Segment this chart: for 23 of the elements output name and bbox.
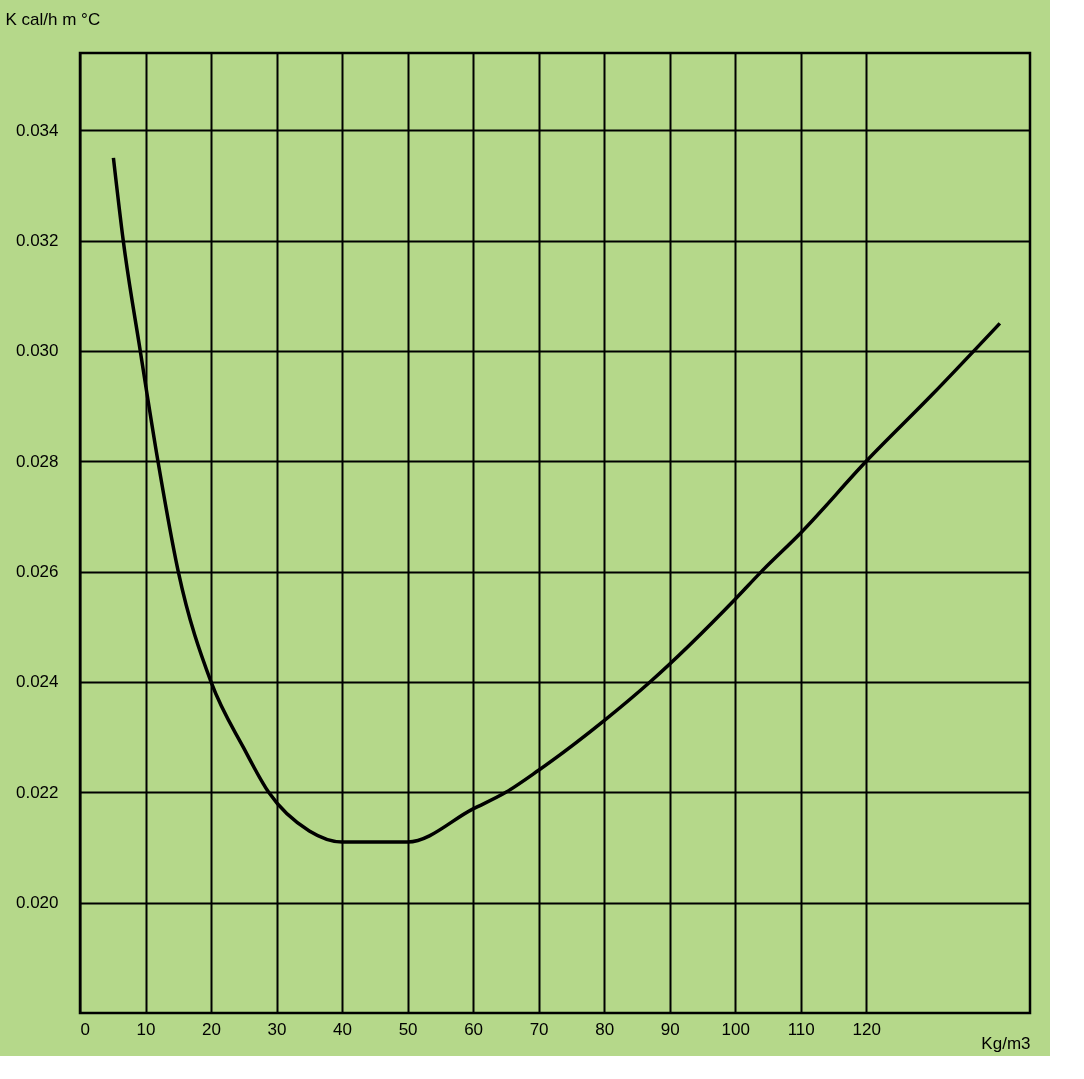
y-tick-label: 0.034 [15, 120, 59, 140]
y-axis-title: K cal/h m °C [5, 9, 101, 29]
x-axis-title: Kg/m3 [981, 1033, 1031, 1053]
x-tick-label: 0 [80, 1019, 90, 1039]
x-tick-label: 110 [787, 1019, 815, 1039]
x-tick-label: 80 [595, 1019, 615, 1039]
x-tick-label: 90 [660, 1019, 680, 1039]
x-tick-label: 10 [136, 1019, 156, 1039]
x-tick-label: 30 [267, 1019, 287, 1039]
y-tick-label: 0.020 [15, 893, 59, 913]
x-tick-label: 20 [202, 1019, 221, 1039]
x-tick-label: 60 [464, 1019, 484, 1039]
y-tick-label: 0.030 [15, 341, 59, 361]
y-tick-label: 0.026 [15, 562, 59, 582]
x-tick-label: 50 [398, 1019, 418, 1039]
y-tick-label: 0.024 [15, 672, 59, 692]
x-tick-label: 40 [333, 1019, 353, 1039]
y-tick-label: 0.022 [15, 782, 59, 802]
y-tick-label: 0.032 [15, 231, 59, 251]
x-tick-label: 100 [721, 1019, 750, 1039]
x-tick-label: 120 [852, 1019, 881, 1039]
y-tick-label: 0.028 [15, 451, 59, 471]
x-tick-label: 70 [529, 1019, 549, 1039]
